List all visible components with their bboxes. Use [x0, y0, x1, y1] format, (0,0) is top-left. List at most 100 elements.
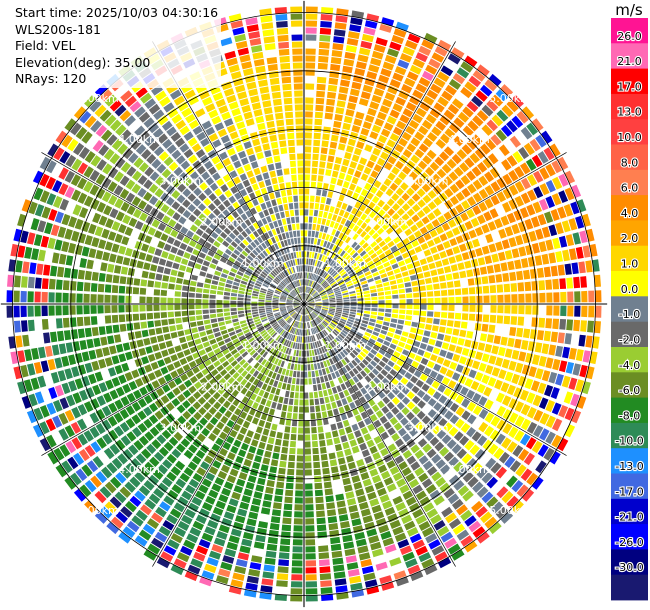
gate-cell	[322, 281, 328, 287]
gate-cell	[425, 377, 434, 386]
gate-cell	[288, 398, 294, 405]
gate-cell	[231, 491, 241, 501]
gate-cell	[221, 517, 233, 527]
gate-cell	[286, 383, 291, 391]
gate-cell	[338, 360, 344, 368]
gate-cell	[167, 489, 179, 500]
gate-cell	[369, 131, 379, 140]
gate-cell	[296, 336, 299, 343]
gate-cell	[98, 358, 107, 369]
gate-cell	[295, 321, 299, 328]
gate-cell	[443, 487, 455, 499]
gate-cell	[170, 269, 178, 277]
gate-cell	[454, 288, 462, 296]
gate-cell	[371, 308, 378, 312]
gate-cell	[259, 592, 272, 600]
gate-cell	[468, 249, 477, 259]
gate-cell	[256, 448, 264, 456]
gate-cell	[408, 249, 416, 256]
gate-cell	[106, 521, 120, 535]
gate-cell	[358, 501, 369, 510]
gate-cell	[354, 255, 361, 262]
gate-cell	[258, 521, 268, 529]
gate-cell	[490, 462, 502, 474]
gate-cell	[55, 464, 68, 478]
gate-cell	[325, 257, 330, 264]
gate-cell	[389, 133, 400, 142]
gate-cell	[440, 65, 454, 77]
gate-cell	[441, 258, 450, 266]
gate-cell	[451, 153, 462, 165]
gate-cell	[487, 153, 499, 165]
gate-cell	[160, 395, 170, 404]
gate-cell	[406, 218, 414, 227]
gate-cell	[286, 305, 293, 308]
gate-cell	[481, 491, 494, 504]
gate-cell	[146, 443, 157, 455]
gate-cell	[478, 362, 487, 372]
gate-cell	[455, 179, 465, 190]
gate-cell	[319, 566, 331, 574]
gate-cell	[167, 297, 174, 304]
gate-cell	[340, 129, 350, 137]
gate-cell	[387, 360, 395, 368]
colorbar-tick-label: -21.0	[615, 511, 643, 524]
gate-cell	[360, 387, 368, 395]
gate-cell	[344, 152, 352, 160]
gate-cell	[179, 264, 187, 272]
gate-cell	[218, 406, 227, 414]
gate-cell	[113, 425, 124, 437]
gate-cell	[314, 111, 323, 119]
gate-cell	[489, 208, 499, 219]
gate-cell	[401, 331, 409, 337]
gate-cell	[313, 293, 319, 298]
gate-cell	[13, 290, 20, 303]
gate-cell	[271, 356, 277, 364]
gate-cell	[452, 353, 461, 362]
gate-cell	[140, 321, 148, 329]
gate-cell	[359, 204, 367, 212]
gate-cell	[441, 506, 453, 518]
gate-cell	[402, 237, 410, 246]
gate-cell	[311, 370, 316, 378]
gate-cell	[478, 201, 488, 212]
gate-cell	[101, 466, 113, 479]
gate-cell	[68, 380, 78, 392]
gate-cell	[360, 40, 373, 50]
gate-cell	[208, 550, 221, 560]
gate-cell	[514, 259, 522, 270]
gate-cell	[334, 156, 343, 165]
gate-cell	[185, 484, 196, 495]
gate-cell	[55, 318, 63, 329]
gate-cell	[260, 290, 267, 294]
gate-cell	[472, 238, 481, 248]
gate-cell	[294, 497, 303, 504]
gate-cell	[293, 305, 300, 308]
gate-cell	[448, 78, 462, 90]
gate-cell	[293, 301, 300, 303]
gate-cell	[427, 398, 437, 407]
gate-cell	[153, 312, 161, 319]
gate-cell	[315, 318, 320, 324]
gate-cell	[231, 389, 239, 398]
gate-cell	[384, 544, 397, 554]
gate-cell	[446, 320, 454, 327]
gate-cell	[238, 472, 248, 481]
gate-cell	[369, 445, 378, 454]
gate-cell	[334, 114, 343, 122]
gate-cell	[105, 379, 114, 390]
gate-cell	[286, 325, 291, 332]
gate-cell	[390, 355, 398, 363]
gate-cell	[312, 273, 316, 280]
gate-cell	[392, 396, 400, 405]
gate-cell	[404, 520, 416, 531]
gate-cell	[252, 402, 259, 410]
gate-cell	[206, 273, 213, 279]
gate-cell	[354, 170, 362, 178]
gate-cell	[350, 306, 357, 310]
gate-cell	[468, 520, 482, 533]
gate-cell	[249, 408, 256, 416]
gate-cell	[242, 341, 249, 347]
gate-cell	[211, 343, 219, 350]
